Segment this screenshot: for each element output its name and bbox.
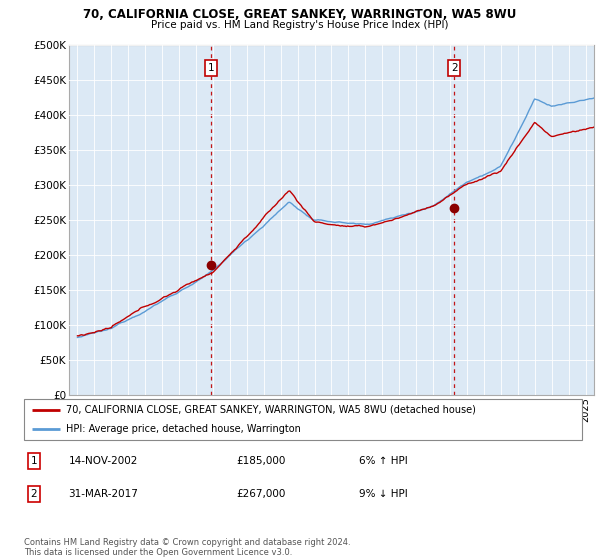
Text: £267,000: £267,000	[236, 489, 286, 499]
Text: 14-NOV-2002: 14-NOV-2002	[68, 456, 138, 466]
Text: £185,000: £185,000	[236, 456, 286, 466]
Text: 1: 1	[208, 63, 214, 73]
Text: 1: 1	[31, 456, 37, 466]
Text: 9% ↓ HPI: 9% ↓ HPI	[359, 489, 407, 499]
Text: 2: 2	[451, 63, 458, 73]
Text: HPI: Average price, detached house, Warrington: HPI: Average price, detached house, Warr…	[66, 423, 301, 433]
Text: Contains HM Land Registry data © Crown copyright and database right 2024.
This d: Contains HM Land Registry data © Crown c…	[24, 538, 350, 557]
Text: 2: 2	[31, 489, 37, 499]
Text: 6% ↑ HPI: 6% ↑ HPI	[359, 456, 407, 466]
Text: 70, CALIFORNIA CLOSE, GREAT SANKEY, WARRINGTON, WA5 8WU: 70, CALIFORNIA CLOSE, GREAT SANKEY, WARR…	[83, 8, 517, 21]
Text: Price paid vs. HM Land Registry's House Price Index (HPI): Price paid vs. HM Land Registry's House …	[151, 20, 449, 30]
Text: 31-MAR-2017: 31-MAR-2017	[68, 489, 139, 499]
Text: 70, CALIFORNIA CLOSE, GREAT SANKEY, WARRINGTON, WA5 8WU (detached house): 70, CALIFORNIA CLOSE, GREAT SANKEY, WARR…	[66, 405, 476, 415]
